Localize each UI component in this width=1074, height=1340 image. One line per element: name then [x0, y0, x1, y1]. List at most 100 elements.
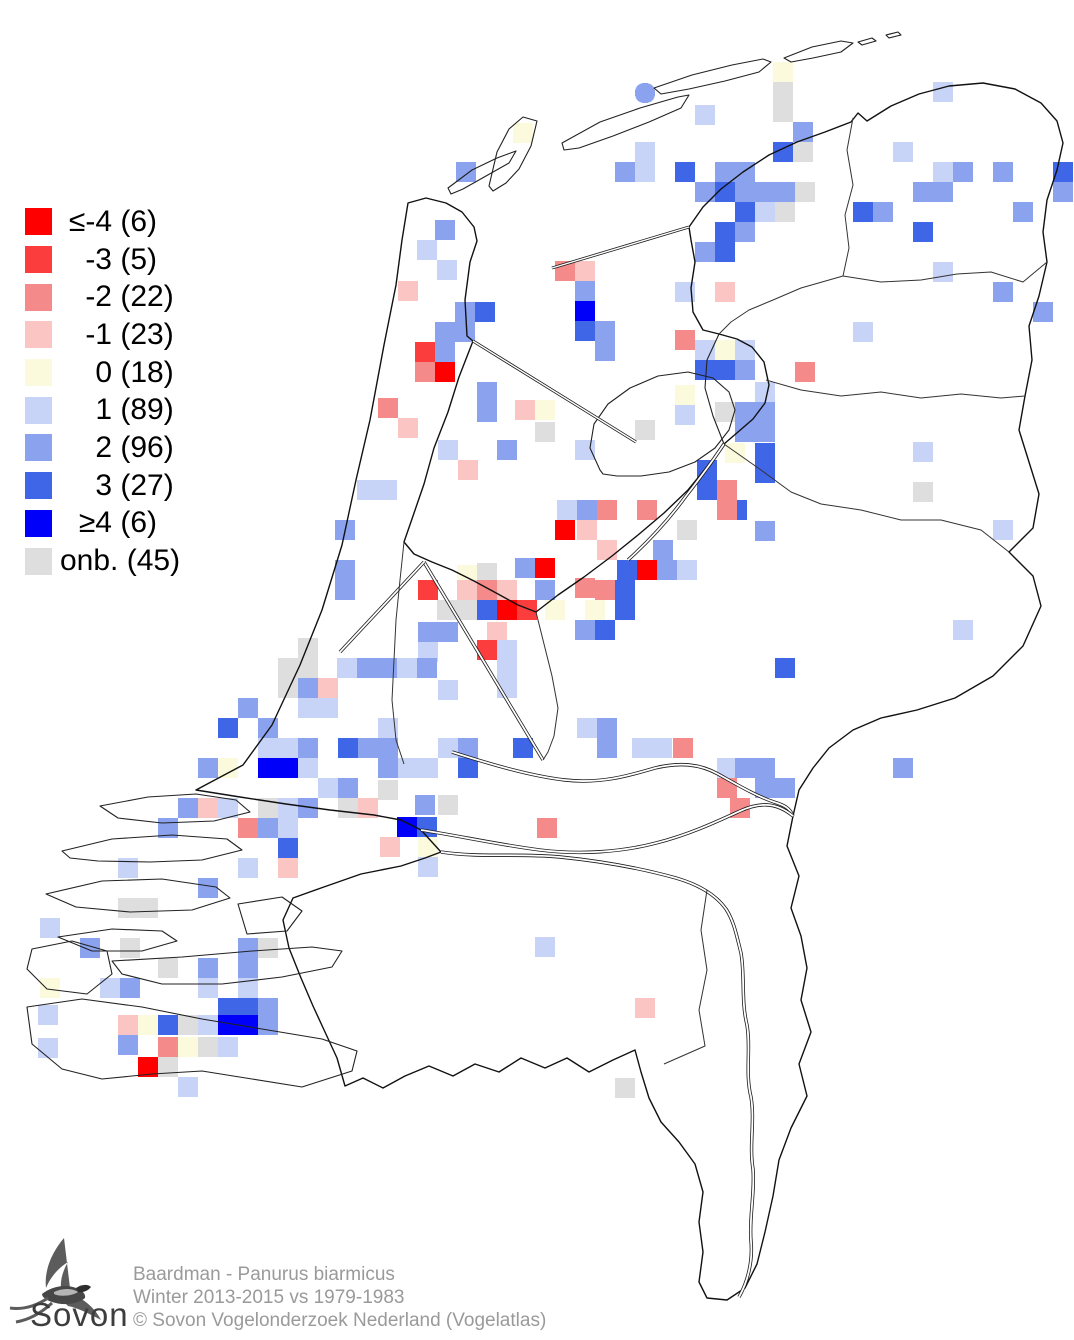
grid-cell: [258, 818, 278, 838]
period-subtitle: Winter 2013-2015 vs 1979-1983: [133, 1287, 405, 1308]
legend-label: ≤-4 (6): [68, 204, 157, 238]
grid-cell: [1053, 182, 1073, 202]
grid-cell: [477, 640, 497, 660]
grid-cell: [675, 330, 695, 350]
grid-cell: [853, 202, 873, 222]
grid-cell: [575, 440, 595, 460]
grid-cell: [338, 798, 358, 818]
grid-cell: [118, 1015, 138, 1035]
legend-label: ≥4 (6): [78, 506, 157, 540]
grid-cell: [458, 460, 478, 480]
grid-cell: [755, 202, 775, 222]
legend-row: 0 (18): [25, 354, 180, 392]
grid-cell: [795, 362, 815, 382]
grid-cell: [715, 282, 735, 302]
grid-cell: [775, 658, 795, 678]
grid-cell: [238, 938, 258, 958]
grid-cell: [487, 622, 507, 642]
grid-cell: [238, 978, 258, 998]
grid-cell: [278, 838, 298, 858]
grid-cell: [695, 182, 715, 202]
amsterdam-rijnkanaal: [422, 561, 545, 761]
river-lek: [451, 750, 795, 817]
grid-cell: [477, 402, 497, 422]
grid-cell: [138, 1057, 158, 1077]
legend-row: -2 (22): [25, 278, 180, 316]
noordoostpolder-line: [704, 333, 725, 445]
grid-cell: [575, 281, 595, 301]
grid-cell: [695, 105, 715, 125]
grid-cell: [497, 580, 517, 600]
grid-cell: [893, 758, 913, 778]
grid-cell: [38, 1038, 58, 1058]
grid-cell: [755, 182, 775, 202]
grid-cell: [615, 600, 635, 620]
grid-cell: [993, 282, 1013, 302]
border-drenthe-overijssel: [765, 379, 1026, 399]
grid-cell: [535, 937, 555, 957]
grid-cell: [933, 262, 953, 282]
grid-cell: [378, 738, 398, 758]
grid-cell: [457, 580, 477, 600]
grid-cell: [118, 858, 138, 878]
grid-cell: [218, 1015, 238, 1035]
grid-cell: [575, 301, 595, 321]
grid-cell: [715, 222, 735, 242]
island-tholen: [237, 896, 303, 935]
grid-cell: [118, 1035, 138, 1055]
grid-cell: [218, 998, 238, 1018]
grid-cell: [635, 162, 655, 182]
grid-cell: [378, 780, 398, 800]
island-zuid-beveland: [111, 946, 343, 985]
grid-cell: [695, 360, 715, 380]
grid-cell: [377, 658, 397, 678]
grid-cell: [597, 738, 617, 758]
grid-cell: [652, 738, 672, 758]
grid-cell: [893, 142, 913, 162]
grid-cell: [218, 1037, 238, 1057]
grid-cell: [497, 600, 517, 620]
grid-cell: [418, 857, 438, 877]
grid-cell: [258, 1015, 278, 1035]
grid-cell: [545, 600, 565, 620]
grid-cell: [337, 658, 357, 678]
grid-cell: [735, 340, 755, 360]
grid-cell: [258, 718, 278, 738]
grid-cell: [238, 958, 258, 978]
grid-cell: [595, 341, 615, 361]
grid-cell: [715, 360, 735, 380]
legend-row: 1 (89): [25, 391, 180, 429]
grid-cell: [378, 758, 398, 778]
grid-cell: [597, 500, 617, 520]
grid-cell: [993, 520, 1013, 540]
grid-cell: [775, 182, 795, 202]
grid-cell: [298, 798, 318, 818]
grid-cell: [715, 182, 735, 202]
grid-cell: [635, 998, 655, 1018]
grid-cell: [577, 718, 597, 738]
grid-cell: [715, 340, 735, 360]
grid-cell: [238, 998, 258, 1018]
grid-cell: [873, 202, 893, 222]
grid-cell: [635, 420, 655, 440]
grid-cell: [537, 818, 557, 838]
grid-cell: [933, 82, 953, 102]
grid-cell: [725, 443, 745, 463]
grid-cell: [40, 978, 60, 998]
grid-cell: [735, 222, 755, 242]
legend-row: -3 (5): [25, 241, 180, 279]
grid-cell: [258, 798, 278, 818]
grid-cell: [1013, 202, 1033, 222]
zeeuws-vlaanderen-outline: [26, 998, 358, 1088]
legend: ≤-4 (6) -3 (5) -2 (22) -1 (23) 0 (18) 1 (89) 2…: [25, 203, 180, 580]
grid-cell: [418, 642, 438, 662]
legend-label: 2 (96): [95, 430, 174, 464]
grid-cell: [793, 122, 813, 142]
grid-cell: [535, 580, 555, 600]
grid-cell: [258, 938, 278, 958]
legend-swatch: [25, 547, 52, 575]
island-terschelling: [561, 94, 690, 151]
grid-cell: [435, 220, 455, 240]
grid-cell: [417, 240, 437, 260]
